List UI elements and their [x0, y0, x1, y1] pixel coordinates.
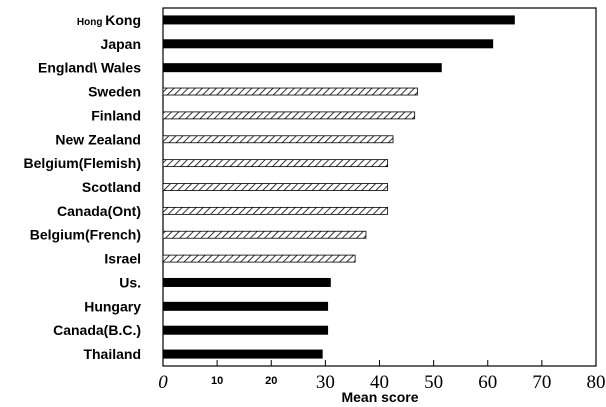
x-tick-label: 10 [211, 375, 223, 387]
bar-canada-ont [162, 206, 389, 215]
bar-scotland [162, 183, 389, 191]
x-tick-label: 60 [478, 372, 497, 393]
category-label: England\ Wales [38, 60, 141, 76]
bar-england-wales [163, 63, 442, 73]
bar-hong-kong [163, 15, 515, 25]
bar-finland [162, 111, 416, 120]
category-label: New Zealand [55, 131, 141, 147]
category-label: Finland [91, 107, 141, 123]
category-label: Hong Kong [77, 12, 141, 28]
bar-israel [162, 254, 356, 263]
x-axis-ticks: 0 10 20 30 40 50 60 70 80 [158, 360, 606, 393]
category-labels: Hong Kong Japan England\ Wales Sweden Finlan… [24, 12, 142, 362]
bar-hungary [163, 301, 329, 311]
category-label: Scotland [82, 179, 141, 195]
category-label: Japan [101, 36, 141, 52]
bar-us [163, 277, 331, 287]
category-label: Canada(B.C.) [53, 322, 141, 338]
x-axis-label: Mean score [341, 389, 418, 405]
bar-thailand [163, 349, 323, 359]
x-tick-label: 40 [370, 372, 389, 393]
category-label: Israel [104, 251, 141, 267]
category-label: Us. [119, 274, 141, 290]
bar-japan [163, 39, 494, 49]
x-tick-label: 30 [316, 372, 335, 393]
category-label: Belgium(French) [30, 227, 141, 243]
bar-new-zealand [162, 135, 394, 144]
bars-group [162, 15, 515, 359]
category-label: Hungary [84, 298, 141, 314]
bar-belgium-flemish [162, 159, 389, 168]
bar-canada-b-c [163, 325, 329, 335]
category-label: Sweden [88, 84, 141, 100]
x-tick-label: 0 [158, 372, 168, 393]
x-tick-label: 50 [424, 372, 443, 393]
bar-sweden [162, 87, 418, 96]
bar-belgium-french [162, 230, 367, 239]
x-tick-label: 80 [587, 372, 606, 393]
category-label: Belgium(Flemish) [24, 155, 141, 171]
x-tick-label: 70 [532, 372, 551, 393]
x-tick-label: 20 [265, 375, 277, 387]
category-label: Canada(Ont) [57, 203, 141, 219]
category-label: Thailand [83, 346, 141, 362]
